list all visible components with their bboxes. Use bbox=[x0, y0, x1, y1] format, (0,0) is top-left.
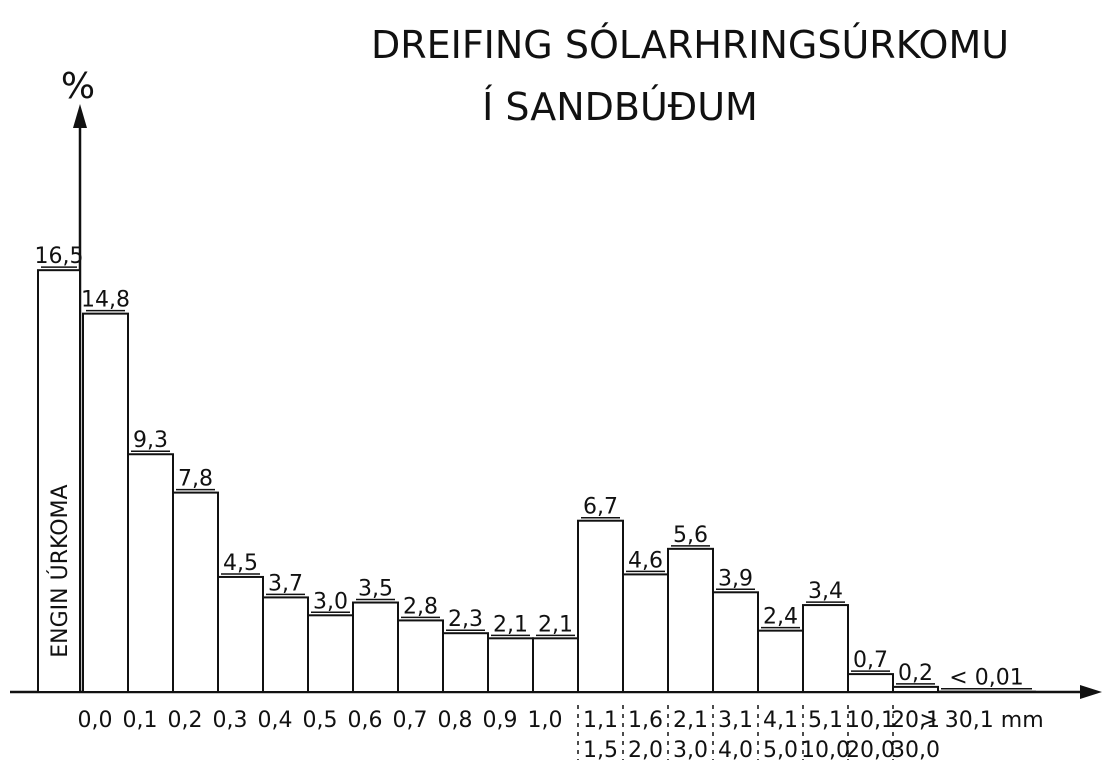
bar bbox=[397, 619, 444, 694]
value-label: 3,7 bbox=[268, 571, 303, 596]
x-tick-label: 4,0 bbox=[718, 738, 753, 763]
x-tick-label: 1,0 bbox=[528, 708, 563, 733]
value-label: 5,6 bbox=[673, 523, 708, 548]
x-tick-label: 0,1 bbox=[123, 708, 158, 733]
bar bbox=[847, 673, 894, 694]
x-tick-label: 0,7 bbox=[393, 708, 428, 733]
bar bbox=[217, 575, 264, 694]
x-tick-label: 5,1 bbox=[808, 708, 843, 733]
value-label: 2,4 bbox=[763, 605, 798, 630]
value-label: 2,1 bbox=[493, 612, 528, 637]
x-tick-label: 1,6 bbox=[628, 708, 663, 733]
x-tick-label: 3,1 bbox=[718, 708, 753, 733]
bar bbox=[37, 269, 81, 693]
x-tick-label: 2,0 bbox=[628, 738, 663, 763]
value-label: 0,7 bbox=[853, 648, 888, 673]
x-tick-label: 1,1 bbox=[583, 708, 618, 733]
value-label: 14,8 bbox=[81, 288, 130, 313]
x-tick-label: 4,1 bbox=[763, 708, 798, 733]
bar bbox=[307, 614, 354, 693]
bar bbox=[757, 629, 804, 694]
x-axis-arrow bbox=[1080, 685, 1102, 699]
bar bbox=[622, 573, 669, 694]
y-axis-label: % bbox=[61, 66, 95, 107]
x-tick-label: 20,1 bbox=[891, 708, 940, 733]
value-label: 9,3 bbox=[133, 428, 168, 453]
bar bbox=[532, 637, 579, 694]
value-label: 7,8 bbox=[178, 467, 213, 492]
x-tick-label: 30,0 bbox=[891, 738, 940, 763]
x-tick-label: 5,0 bbox=[763, 738, 798, 763]
x-tick-label: 10,0 bbox=[801, 738, 850, 763]
bar bbox=[82, 312, 129, 693]
value-label: 3,9 bbox=[718, 566, 753, 591]
bar bbox=[487, 637, 534, 694]
y-axis-arrow bbox=[73, 104, 87, 128]
value-label: 3,0 bbox=[313, 589, 348, 614]
value-label: 3,4 bbox=[808, 579, 843, 604]
x-tick-label: 0,9 bbox=[483, 708, 518, 733]
chart-subtitle: Í SANDBÚÐUM bbox=[482, 85, 758, 129]
chart-title: DREIFING SÓLARHRINGSÚRKOMU bbox=[371, 23, 1009, 67]
value-label: 6,7 bbox=[583, 495, 618, 520]
value-label: 2,3 bbox=[448, 607, 483, 632]
x-tick-label: 0,5 bbox=[303, 708, 338, 733]
x-tick-label: 0,8 bbox=[438, 708, 473, 733]
x-tick-label: 1,5 bbox=[583, 738, 618, 763]
x-tick-label: 0,2 bbox=[168, 708, 203, 733]
bar bbox=[127, 453, 174, 693]
bar bbox=[577, 519, 624, 694]
value-label: < 0,01 bbox=[949, 666, 1023, 691]
value-label: 2,1 bbox=[538, 612, 573, 637]
value-label: 16,5 bbox=[35, 244, 84, 269]
bar bbox=[442, 632, 489, 694]
x-tick-label: 2,1 bbox=[673, 708, 708, 733]
value-label: 0,2 bbox=[898, 661, 933, 686]
x-tick-label: 3,0 bbox=[673, 738, 708, 763]
value-label: 3,5 bbox=[358, 577, 393, 602]
x-tick-label: 10,1 bbox=[846, 708, 895, 733]
x-tick-label: > 30,1 mm bbox=[919, 708, 1043, 733]
category-label: ENGIN ÚRKOMA bbox=[47, 484, 73, 657]
bar bbox=[667, 547, 714, 693]
x-tick-label: 0,4 bbox=[258, 708, 293, 733]
bar bbox=[352, 601, 399, 693]
value-label: 4,5 bbox=[223, 551, 258, 576]
bar bbox=[262, 596, 309, 693]
bar bbox=[712, 591, 759, 693]
x-tick-label: 0,3 bbox=[213, 708, 248, 733]
bar bbox=[172, 491, 219, 693]
bar bbox=[802, 604, 849, 693]
value-label: 4,6 bbox=[628, 548, 663, 573]
value-label: 2,8 bbox=[403, 594, 438, 619]
x-tick-label: 0,0 bbox=[78, 708, 113, 733]
x-tick-label: 0,6 bbox=[348, 708, 383, 733]
x-tick-label: 20,0 bbox=[846, 738, 895, 763]
bar bbox=[892, 685, 939, 694]
